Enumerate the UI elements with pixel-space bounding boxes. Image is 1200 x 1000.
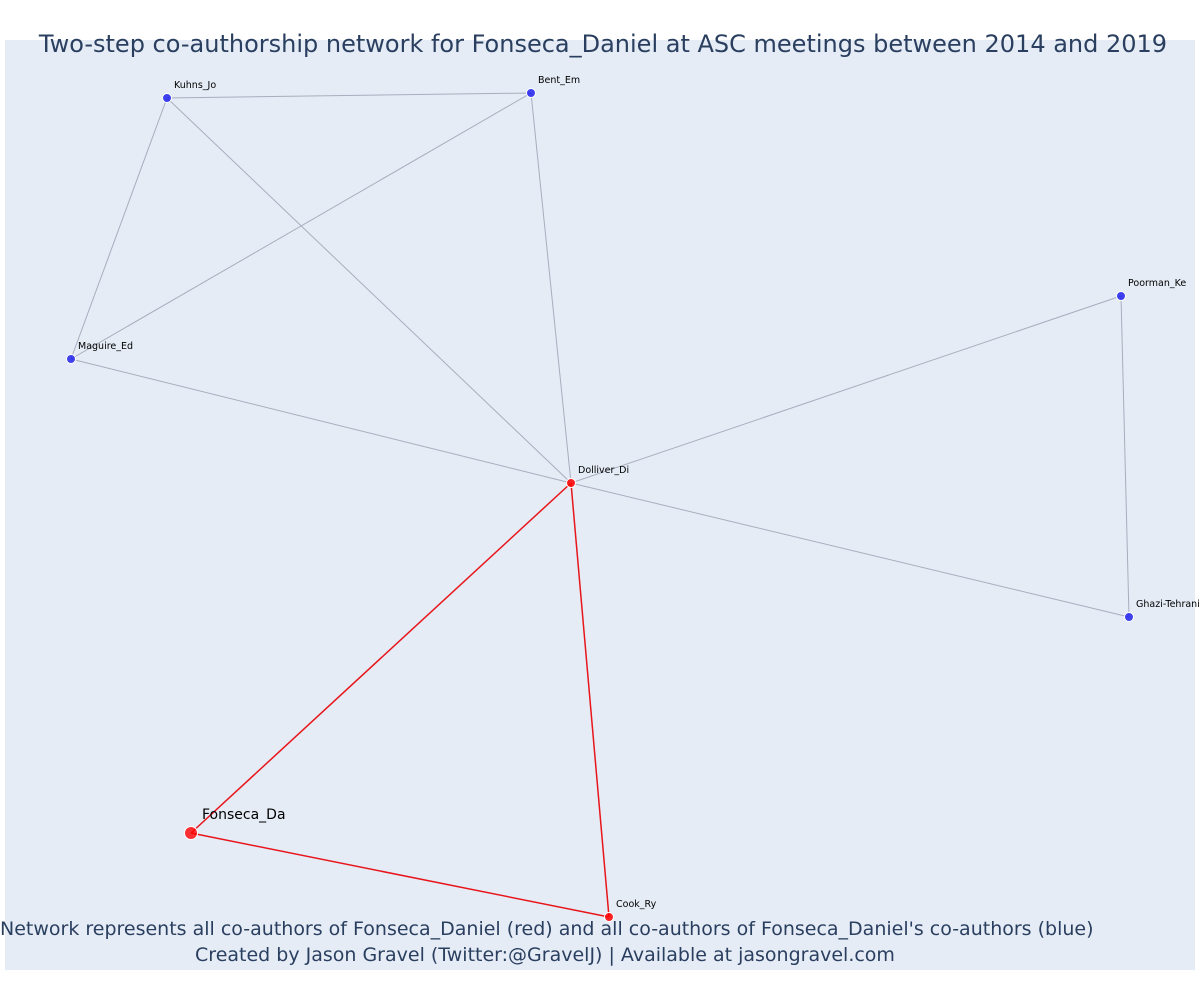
edge-kuhns-jo-bent-em: [166, 92, 532, 99]
edge-bent-em-maguire-ed: [70, 92, 532, 360]
node-ghazi-tehrani[interactable]: [1124, 612, 1134, 622]
edge-poorman-ke-ghazi-tehrani: [1120, 295, 1130, 618]
edge-dolliver-di-kuhns-jo: [166, 97, 572, 484]
node-label-cook-ry: Cook_Ry: [616, 899, 657, 910]
edge-dolliver-di-poorman-ke: [570, 295, 1122, 484]
edge-fonseca-da-cook-ry: [190, 832, 610, 918]
node-maguire-ed[interactable]: [66, 354, 76, 364]
node-cook-ry[interactable]: [604, 912, 614, 922]
edge-dolliver-di-maguire-ed: [70, 358, 572, 484]
node-label-bent-em: Bent_Em: [538, 75, 580, 86]
node-bent-em[interactable]: [526, 88, 536, 98]
node-label-dolliver-di: Dolliver_Di: [578, 465, 629, 476]
node-dolliver-di[interactable]: [566, 478, 576, 488]
edge-dolliver-di-bent-em: [530, 92, 572, 484]
node-poorman-ke[interactable]: [1116, 291, 1126, 301]
node-label-maguire-ed: Maguire_Ed: [78, 341, 133, 352]
node-kuhns-jo[interactable]: [162, 93, 172, 103]
edge-dolliver-di-ghazi-tehrani: [570, 482, 1130, 618]
node-label-poorman-ke: Poorman_Ke: [1128, 278, 1186, 289]
edge-fonseca-da-dolliver-di: [190, 482, 572, 834]
node-label-fonseca-da: Fonseca_Da: [202, 807, 286, 823]
edge-kuhns-jo-maguire-ed: [70, 97, 168, 360]
nodes-layer: [66, 88, 1134, 922]
node-label-ghazi-tehrani: Ghazi-Tehrani: [1136, 599, 1200, 610]
caption-credit: Created by Jason Gravel (Twitter:@Gravel…: [195, 944, 895, 966]
labels-layer: Fonseca_Da Dolliver_Di Cook_Ry Kuhns_Jo Bent…: [78, 75, 1200, 910]
edge-dolliver-di-cook-ry: [570, 482, 610, 918]
edges-layer: [70, 92, 1130, 918]
node-fonseca-da[interactable]: [184, 826, 198, 840]
node-label-kuhns-jo: Kuhns_Jo: [174, 80, 216, 91]
chart-title: Two-step co-authorship network for Fonse…: [38, 30, 1168, 58]
caption-description: Network represents all co-authors of Fon…: [0, 918, 1094, 940]
